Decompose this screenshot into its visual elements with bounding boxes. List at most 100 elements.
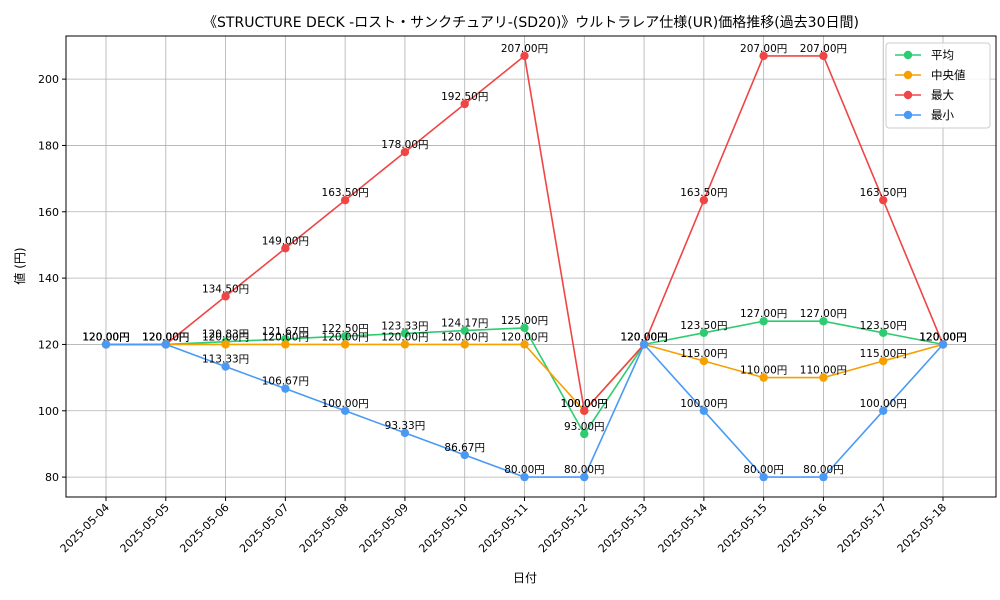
y-tick-label: 160: [38, 206, 59, 219]
data-point: [879, 356, 888, 366]
data-label: 163.50円: [322, 187, 369, 199]
x-tick-label: 2025-05-08: [297, 501, 351, 555]
data-point: [221, 340, 230, 349]
legend-marker: [903, 50, 913, 60]
data-point: [879, 406, 888, 415]
data-point: [460, 326, 469, 335]
data-point: [221, 292, 230, 301]
data-point: [759, 317, 768, 326]
data-label: 127.00円: [800, 308, 847, 320]
x-axis-label: 日付: [513, 571, 537, 585]
x-tick-label: 2025-05-18: [895, 501, 949, 555]
x-tick-label: 2025-05-17: [835, 501, 889, 555]
data-label: 123.50円: [860, 320, 907, 332]
data-label: 110.00円: [800, 365, 847, 377]
data-point: [819, 51, 828, 61]
data-point: [281, 340, 290, 349]
data-point: [400, 147, 410, 157]
data-label: 121.67円: [262, 326, 309, 338]
data-label: 120.00円: [501, 331, 548, 343]
data-point: [340, 406, 350, 415]
data-point: [161, 340, 170, 349]
legend-marker: [903, 110, 913, 120]
data-point: [520, 472, 529, 482]
data-label: 125.00円: [501, 315, 548, 327]
data-point: [400, 428, 410, 438]
data-label: 113.33円: [202, 354, 249, 366]
legend-marker: [903, 90, 913, 100]
data-label: 120.00円: [82, 331, 129, 343]
data-label: 120.00円: [142, 331, 189, 343]
y-tick-label: 140: [38, 272, 59, 285]
data-label: 207.00円: [740, 43, 787, 55]
x-tick-label: 2025-05-15: [715, 501, 769, 555]
data-label: 80.00円: [504, 464, 545, 476]
legend-label: 最大: [931, 88, 954, 102]
data-point: [819, 472, 828, 482]
legend-box: [885, 42, 991, 129]
x-tick-label: 2025-05-07: [237, 501, 291, 555]
data-label: 123.50円: [680, 320, 727, 332]
y-tick-label: 80: [45, 471, 59, 484]
y-tick-label: 120: [38, 338, 59, 351]
x-tick-label: 2025-05-05: [118, 501, 172, 555]
data-point: [879, 195, 888, 205]
data-label: 120.00円: [142, 331, 189, 343]
data-label: 120.00円: [82, 331, 129, 343]
data-point: [580, 406, 589, 415]
x-tick-label: 2025-05-10: [416, 501, 470, 555]
data-label: 120.00円: [262, 331, 309, 343]
data-label: 163.50円: [860, 187, 907, 199]
x-tick-label: 2025-05-04: [58, 501, 112, 555]
data-label: 115.00円: [680, 348, 727, 360]
data-point: [400, 329, 410, 338]
data-point: [340, 331, 350, 341]
data-point: [759, 373, 768, 382]
data-label: 120.00円: [919, 331, 966, 343]
series-layer: [101, 51, 948, 482]
data-point: [281, 244, 290, 253]
data-label: 120.00円: [620, 331, 667, 343]
data-label: 100.00円: [561, 398, 608, 410]
legend-marker: [903, 70, 913, 80]
data-label: 93.00円: [564, 421, 605, 433]
data-label: 120.00円: [620, 331, 667, 343]
data-label: 120.00円: [620, 331, 667, 343]
data-point: [699, 406, 709, 415]
data-label: 120.00円: [381, 331, 428, 343]
data-point: [520, 51, 529, 61]
data-label: 100.00円: [860, 398, 907, 410]
x-tick-label: 2025-05-12: [536, 501, 590, 555]
data-point: [340, 340, 350, 349]
data-label: 120.00円: [322, 331, 369, 343]
data-label: 80.00円: [564, 464, 605, 476]
data-point: [699, 356, 709, 366]
data-point: [520, 323, 529, 333]
data-point: [759, 472, 768, 482]
data-label: 80.00円: [803, 464, 844, 476]
data-point: [520, 340, 529, 349]
data-label: 100.00円: [680, 398, 727, 410]
data-label: 106.67円: [262, 376, 309, 388]
data-label: 120.00円: [142, 331, 189, 343]
data-point: [400, 340, 410, 349]
data-point: [460, 99, 469, 109]
data-label: 93.33円: [385, 420, 426, 432]
data-label: 120.00円: [919, 331, 966, 343]
data-label: 178.00円: [381, 139, 428, 151]
y-tick-label: 100: [38, 405, 59, 418]
data-label: 127.00円: [740, 308, 787, 320]
x-tick-label: 2025-05-13: [596, 501, 650, 555]
x-tick-label: 2025-05-11: [476, 501, 530, 555]
data-point: [639, 340, 649, 349]
x-tick-label: 2025-05-09: [357, 501, 411, 555]
x-tick-label: 2025-05-06: [177, 501, 231, 555]
y-tick-label: 180: [38, 139, 59, 152]
legend-label: 中央値: [931, 68, 966, 82]
data-label: 134.50円: [202, 283, 249, 295]
data-label: 207.00円: [800, 43, 847, 55]
data-label: 163.50円: [680, 187, 727, 199]
data-label: 122.50円: [322, 323, 369, 335]
data-label: 149.00円: [262, 235, 309, 247]
